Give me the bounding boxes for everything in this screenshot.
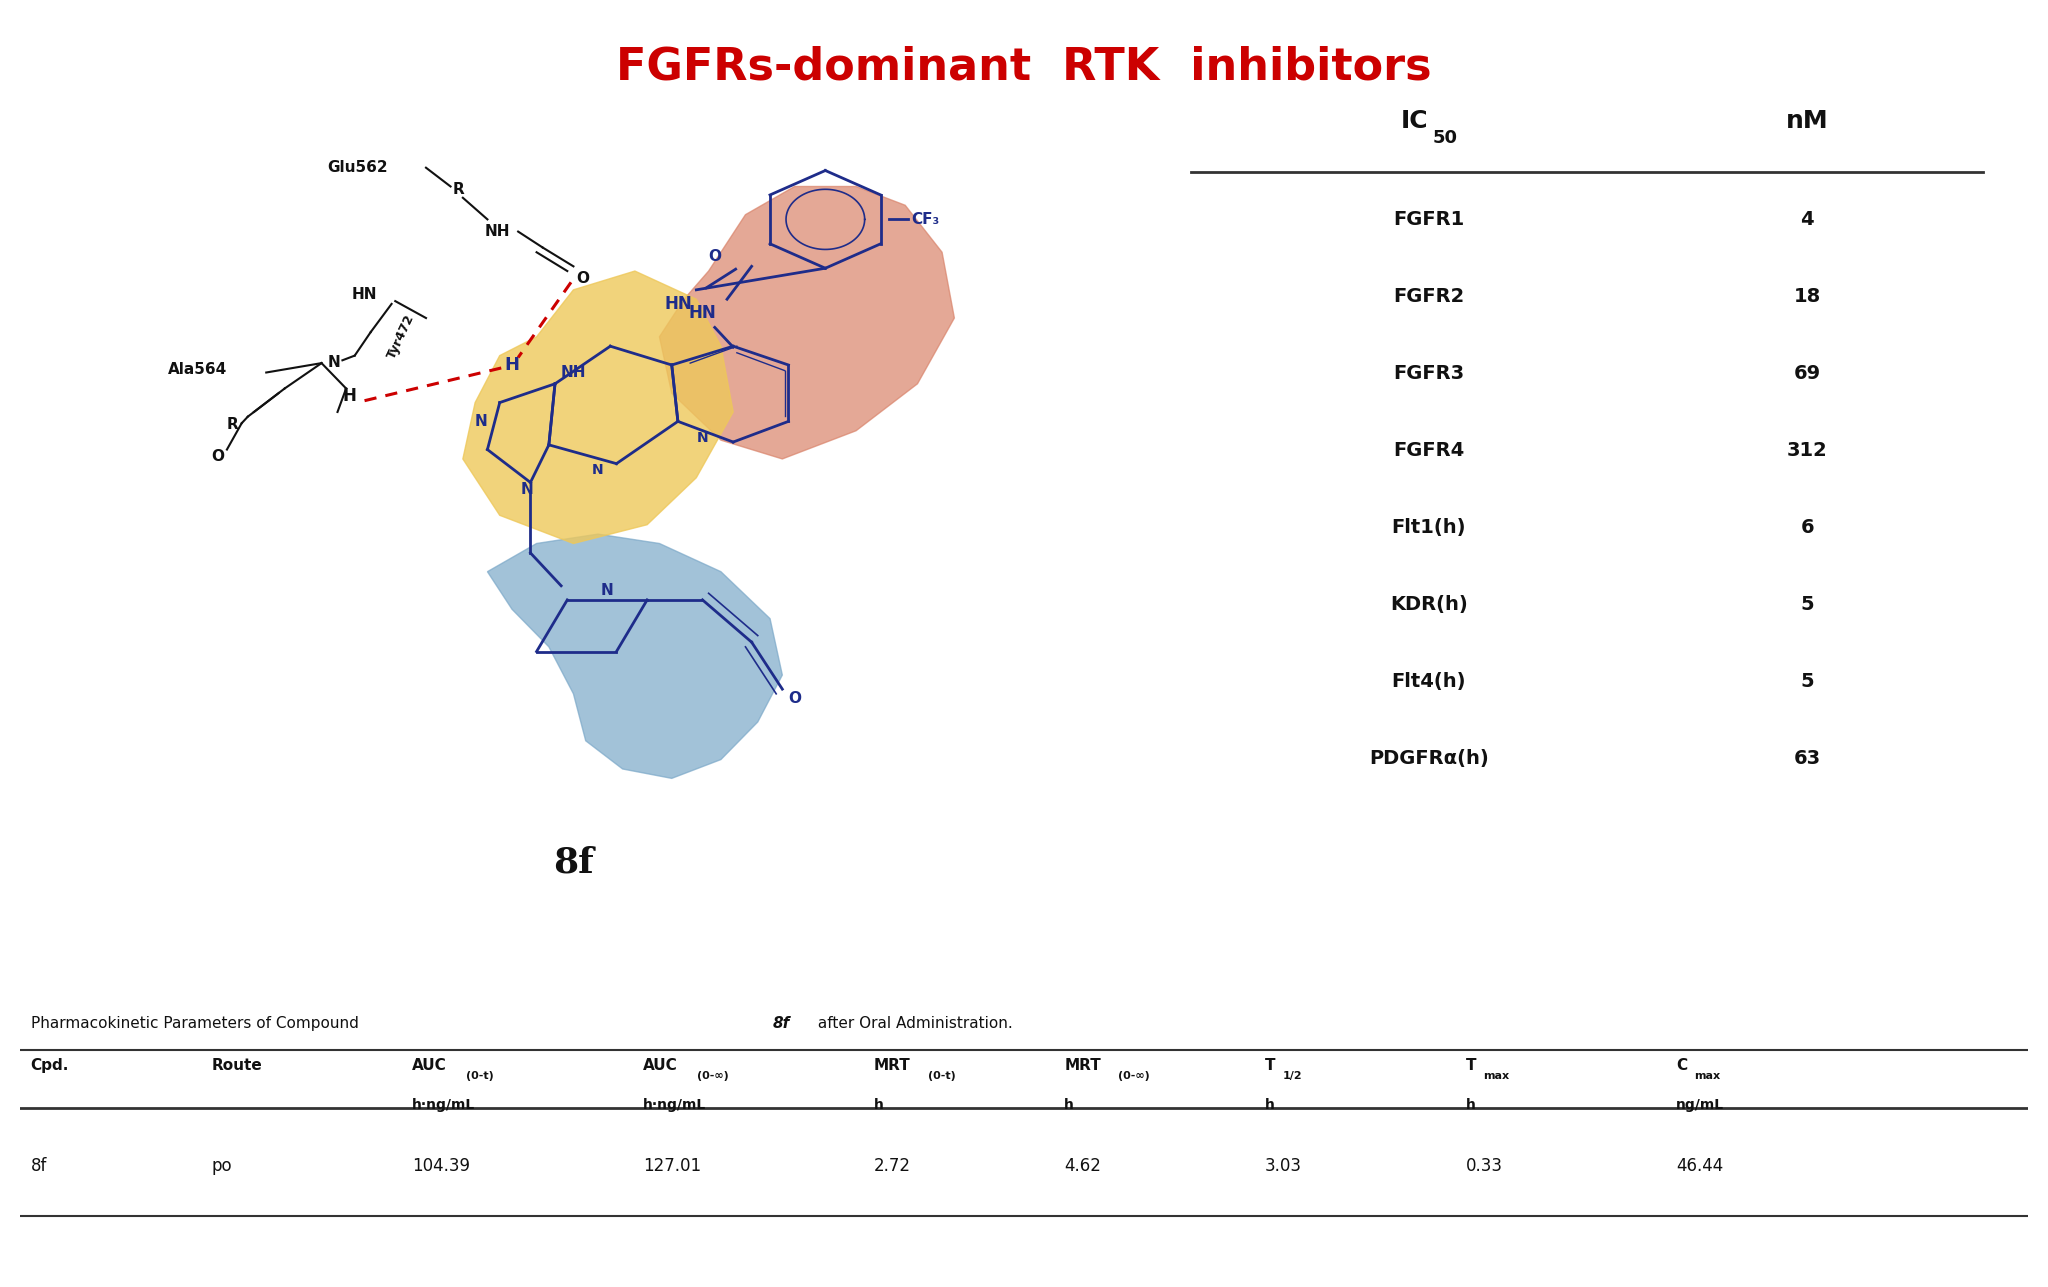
Text: Flt4(h): Flt4(h): [1391, 672, 1466, 691]
Text: 5: 5: [1800, 672, 1815, 691]
Text: HN: HN: [352, 287, 377, 302]
Text: HN: HN: [688, 304, 717, 322]
Text: Pharmacokinetic Parameters of Compound: Pharmacokinetic Parameters of Compound: [31, 1015, 362, 1031]
Text: 8f: 8f: [553, 846, 594, 879]
Text: AUC: AUC: [643, 1058, 678, 1073]
Text: 8f: 8f: [774, 1015, 791, 1031]
Text: AUC: AUC: [412, 1058, 446, 1073]
Text: IC: IC: [1401, 108, 1430, 133]
Text: h: h: [1466, 1099, 1475, 1112]
Text: 50: 50: [1434, 129, 1458, 147]
Text: h: h: [1065, 1099, 1073, 1112]
Polygon shape: [659, 187, 954, 459]
Text: T: T: [1466, 1058, 1477, 1073]
Text: FGFR3: FGFR3: [1393, 364, 1464, 384]
Text: NH: NH: [485, 224, 510, 239]
Text: max: max: [1694, 1071, 1720, 1081]
Text: 0.33: 0.33: [1466, 1157, 1503, 1175]
Text: h: h: [1266, 1099, 1274, 1112]
Text: 104.39: 104.39: [412, 1157, 469, 1175]
Text: N: N: [696, 431, 709, 445]
Text: 8f: 8f: [31, 1157, 47, 1175]
Text: O: O: [575, 272, 590, 286]
Text: 46.44: 46.44: [1675, 1157, 1724, 1175]
Text: C: C: [1675, 1058, 1688, 1073]
Text: (0-t): (0-t): [928, 1071, 956, 1081]
Text: MRT: MRT: [872, 1058, 909, 1073]
Text: T: T: [1266, 1058, 1276, 1073]
Text: 18: 18: [1794, 287, 1821, 306]
Text: 3.03: 3.03: [1266, 1157, 1303, 1175]
Text: HN: HN: [664, 295, 692, 313]
Text: 4: 4: [1800, 210, 1815, 229]
Text: FGFR1: FGFR1: [1393, 210, 1464, 229]
Text: O: O: [211, 449, 223, 463]
Text: h·ng/mL: h·ng/mL: [412, 1099, 475, 1112]
Text: 6: 6: [1800, 519, 1815, 537]
Text: R: R: [227, 417, 240, 432]
Polygon shape: [487, 534, 782, 779]
Text: (0-t): (0-t): [467, 1071, 494, 1081]
Text: h: h: [872, 1099, 883, 1112]
Text: po: po: [211, 1157, 231, 1175]
Text: 69: 69: [1794, 364, 1821, 384]
Text: (0-∞): (0-∞): [696, 1071, 729, 1081]
Text: H: H: [504, 356, 520, 375]
Text: (0-∞): (0-∞): [1118, 1071, 1151, 1081]
Text: after Oral Administration.: after Oral Administration.: [813, 1015, 1014, 1031]
Text: N: N: [475, 414, 487, 429]
Text: N: N: [520, 481, 532, 497]
Text: N: N: [600, 583, 612, 598]
Text: max: max: [1483, 1071, 1509, 1081]
Text: O: O: [709, 250, 721, 264]
Text: N: N: [328, 355, 340, 369]
Text: ng/mL: ng/mL: [1675, 1099, 1724, 1112]
Text: 5: 5: [1800, 595, 1815, 614]
Text: Cpd.: Cpd.: [31, 1058, 70, 1073]
Text: R: R: [453, 181, 465, 197]
Text: h·ng/mL: h·ng/mL: [643, 1099, 707, 1112]
Text: FGFRs-dominant  RTK  inhibitors: FGFRs-dominant RTK inhibitors: [616, 45, 1432, 88]
Text: Glu562: Glu562: [328, 160, 389, 175]
Text: nM: nM: [1786, 108, 1829, 133]
Text: Tyr472: Tyr472: [385, 313, 418, 362]
Text: H: H: [342, 386, 356, 404]
Text: NH: NH: [561, 366, 586, 380]
Text: Route: Route: [211, 1058, 262, 1073]
Text: CF₃: CF₃: [911, 212, 940, 227]
Text: KDR(h): KDR(h): [1391, 595, 1468, 614]
Text: FGFR4: FGFR4: [1393, 441, 1464, 459]
Text: FGFR2: FGFR2: [1393, 287, 1464, 306]
Text: MRT: MRT: [1065, 1058, 1102, 1073]
Text: PDGFRα(h): PDGFRα(h): [1368, 749, 1489, 768]
Text: 312: 312: [1788, 441, 1827, 459]
Text: 2.72: 2.72: [872, 1157, 911, 1175]
Text: 63: 63: [1794, 749, 1821, 768]
Text: Ala564: Ala564: [168, 363, 227, 377]
Text: N: N: [592, 463, 604, 477]
Text: 4.62: 4.62: [1065, 1157, 1102, 1175]
Polygon shape: [463, 272, 733, 543]
Text: 1/2: 1/2: [1282, 1071, 1303, 1081]
Text: O: O: [788, 691, 801, 707]
Text: 127.01: 127.01: [643, 1157, 700, 1175]
Text: Flt1(h): Flt1(h): [1391, 519, 1466, 537]
